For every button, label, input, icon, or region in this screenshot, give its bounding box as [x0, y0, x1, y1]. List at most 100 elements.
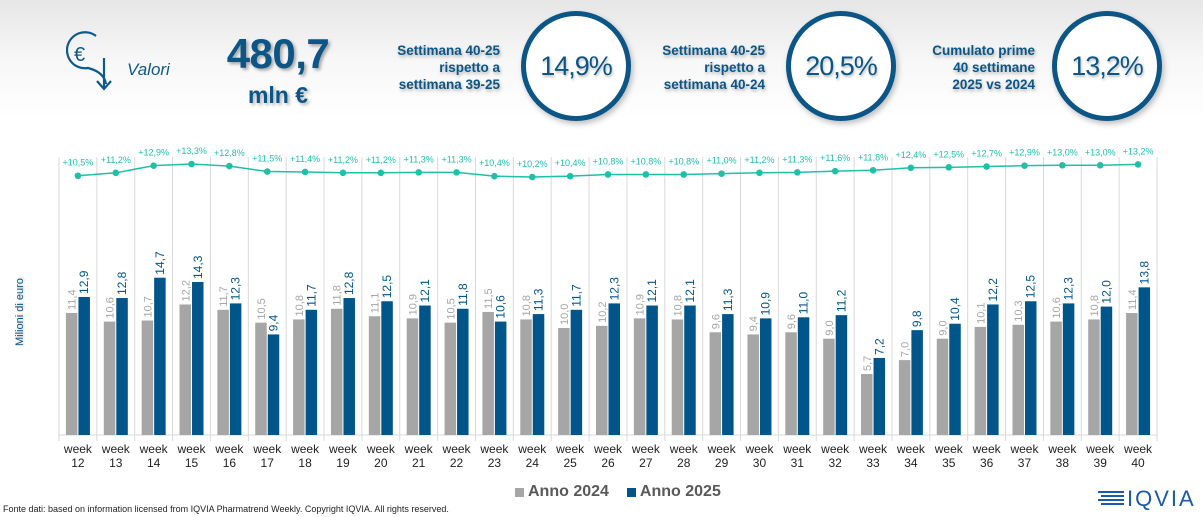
stat-label-line: settimana 39-25 [398, 77, 500, 92]
bar-2025 [608, 303, 620, 435]
x-tick-label-week: week [555, 442, 585, 456]
bar-label-2024: 10,8 [521, 295, 533, 316]
cumulative-growth-label: +11,2% [366, 155, 396, 165]
bar-label-2024: 10,8 [294, 295, 306, 316]
x-tick-label-number: 26 [601, 456, 615, 470]
cumulative-growth-point [1134, 161, 1142, 168]
x-tick-label-week: week [1009, 442, 1039, 456]
bar-2024 [1088, 319, 1100, 435]
cumulative-growth-point [1021, 162, 1028, 169]
bar-label-2024: 10,5 [256, 298, 268, 319]
bar-label-2024: 11,7 [218, 286, 230, 307]
x-tick-label-number: 27 [639, 456, 653, 470]
x-tick-label-number: 22 [450, 456, 464, 470]
bar-label-2025: 12,5 [1024, 275, 1038, 299]
bar-2025 [116, 298, 128, 435]
x-tick-label-number: 36 [980, 456, 994, 470]
bar-label-2024: 9,4 [748, 316, 760, 331]
cumulative-growth-label: +12,9% [1009, 148, 1040, 158]
cumulative-growth-point [415, 169, 422, 176]
bar-label-2024: 10,2 [597, 301, 609, 322]
bar-label-2025: 12,8 [342, 271, 356, 295]
bar-label-2025: 12,0 [1099, 280, 1113, 304]
bar-2024 [103, 321, 116, 435]
x-tick-label-number: 38 [1056, 456, 1070, 470]
x-tick-label-number: 33 [866, 456, 880, 470]
bar-2024 [558, 328, 570, 435]
bar-2024 [974, 326, 987, 435]
iqvia-logo: IQVIA [1098, 486, 1196, 512]
cumulative-growth-point [1096, 161, 1104, 169]
bar-2024 [1012, 324, 1024, 435]
x-tick-label-week: week [214, 442, 244, 456]
x-tick-label-week: week [328, 442, 358, 456]
stat-value: 20,5% [805, 50, 878, 81]
cumulative-growth-label: +11,0% [707, 156, 737, 166]
cumulative-growth-label: +10,4% [479, 158, 510, 168]
bar-2025 [911, 330, 923, 435]
bar-2024 [482, 311, 494, 435]
x-tick-label-week: week [63, 442, 93, 456]
bar-label-2024: 11,4 [67, 289, 79, 310]
bar-2025 [457, 308, 469, 435]
bar-label-2024: 10,8 [672, 295, 684, 316]
stat-label-week-vs-prev-year: Settimana 40-25 rispetto a settimana 40-… [643, 42, 765, 93]
cumulative-growth-label: +12,5% [933, 149, 964, 159]
stat-value: 14,9% [540, 50, 613, 81]
cumulative-growth-label: +10,8% [630, 156, 661, 166]
bar-2024 [1126, 313, 1138, 435]
x-tick-label-week: week [252, 442, 282, 456]
cumulative-growth-label: +11,8% [858, 152, 888, 162]
bar-label-2025: 11,3 [721, 288, 735, 311]
bar-label-2025: 13,8 [1137, 261, 1151, 285]
bar-2025 [419, 305, 431, 435]
bar-label-2025: 12,3 [607, 277, 621, 301]
bar-2025 [684, 305, 696, 435]
bar-2024 [368, 316, 381, 435]
cumulative-growth-label: +12,4% [896, 150, 927, 160]
x-tick-label-week: week [404, 442, 434, 456]
cumulative-growth-label: +11,4% [290, 154, 320, 164]
bar-2024 [444, 322, 457, 435]
bar-label-2025: 12,5 [380, 275, 394, 299]
cumulative-growth-point [718, 170, 725, 177]
x-tick-label-number: 13 [109, 456, 123, 470]
bar-label-2024: 5,7 [862, 356, 874, 371]
bar-label-2025: 10,6 [494, 295, 508, 319]
x-tick-label-number: 14 [147, 456, 161, 470]
stat-label-week-vs-prev-week: Settimana 40-25 rispetto a settimana 39-… [378, 42, 500, 93]
cumulative-growth-label: +12,8% [214, 148, 245, 158]
cumulative-growth-point [301, 168, 309, 176]
total-value: 480,7 [226, 30, 330, 77]
cumulative-growth-label: +13,0% [1047, 147, 1078, 157]
bar-label-2025: 11,2 [834, 289, 848, 312]
x-tick-label-number: 16 [223, 456, 237, 470]
x-tick-label-week: week [972, 442, 1002, 456]
x-tick-label-number: 31 [791, 456, 805, 470]
cumulative-growth-label: +11,2% [101, 155, 131, 165]
cumulative-growth-point [112, 169, 120, 177]
euro-down-arrow-icon: € [65, 28, 126, 94]
stat-label-line: Settimana 40-25 [662, 43, 765, 58]
bar-2024 [785, 332, 797, 435]
bar-2024 [293, 319, 305, 435]
bar-label-2024: 9,0 [938, 320, 950, 335]
cumulative-growth-label: +10,4% [555, 158, 586, 168]
cumulative-growth-point [945, 164, 953, 171]
cumulative-growth-point [756, 169, 763, 177]
bar-2025 [646, 305, 658, 435]
cumulative-growth-point [869, 166, 877, 174]
bar-label-2024: 10,1 [975, 303, 987, 324]
bar-2025 [987, 304, 999, 435]
bar-label-2024: 11,1 [370, 293, 382, 314]
x-tick-label-number: 15 [185, 456, 199, 470]
bar-label-2024: 10,3 [1013, 300, 1025, 321]
bar-2024 [217, 309, 229, 435]
cumulative-growth-label: +10,8% [668, 156, 699, 166]
bar-label-2024: 10,6 [1051, 297, 1063, 318]
x-tick-label-week: week [820, 442, 850, 456]
bar-label-2024: 10,8 [1089, 295, 1101, 316]
bar-label-2024: 10,7 [142, 296, 154, 317]
bar-label-2025: 12,1 [683, 279, 697, 303]
x-tick-label-number: 12 [71, 456, 85, 470]
